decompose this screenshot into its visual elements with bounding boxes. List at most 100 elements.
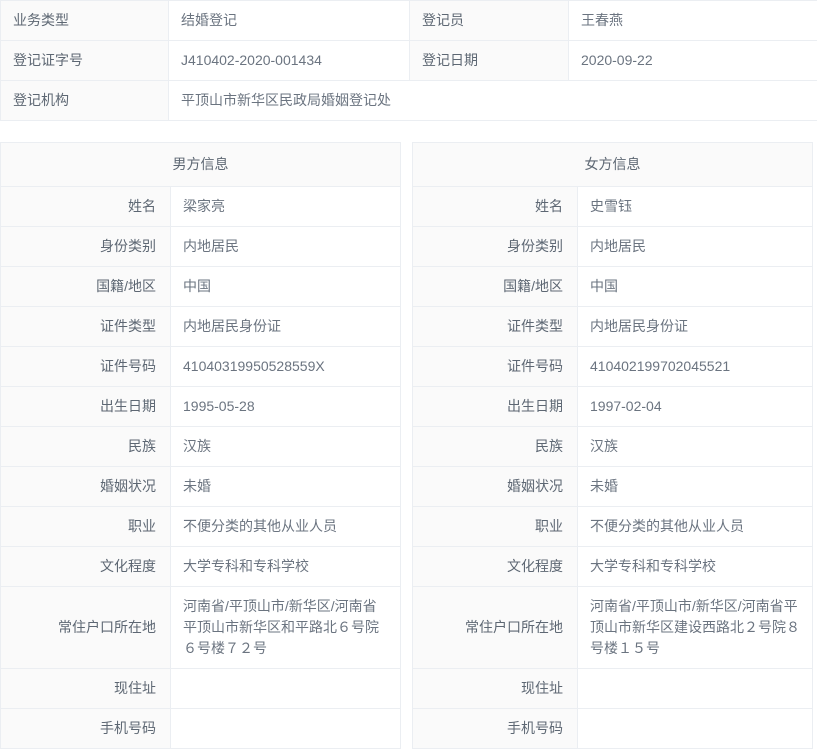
- female-info-column: 女方信息 姓名 史雪钰 身份类别 内地居民 国籍/地区 中国 证件类型 内地居民身份证 …: [412, 142, 813, 749]
- table-row: 登记证字号 J410402-2020-001434 登记日期 2020-09-2…: [0, 40, 817, 81]
- female-ethnicity-label: 民族: [412, 426, 578, 467]
- table-row: 婚姻状况 未婚: [412, 466, 813, 507]
- table-row: 现住址: [0, 668, 401, 709]
- table-row: 国籍/地区 中国: [412, 266, 813, 307]
- male-name-label: 姓名: [0, 186, 171, 227]
- table-row: 证件号码 410402199702045521: [412, 346, 813, 387]
- male-id-type-value: 内地居民身份证: [170, 306, 401, 347]
- table-row: 身份类别 内地居民: [0, 226, 401, 267]
- female-education-label: 文化程度: [412, 546, 578, 587]
- male-name-value: 梁家亮: [170, 186, 401, 227]
- table-row: 文化程度 大学专科和专科学校: [0, 546, 401, 587]
- male-birth-date-label: 出生日期: [0, 386, 171, 427]
- female-occupation-label: 职业: [412, 506, 578, 547]
- female-name-value: 史雪钰: [577, 186, 813, 227]
- table-row: 常住户口所在地 河南省/平顶山市/新华区/河南省平顶山市新华区建设西路北２号院８号…: [412, 586, 813, 669]
- female-phone-value: [577, 708, 813, 749]
- registrar-label: 登记员: [409, 0, 569, 41]
- registration-agency-label: 登记机构: [0, 80, 169, 121]
- table-row: 登记机构 平顶山市新华区民政局婚姻登记处: [0, 80, 817, 121]
- table-header-row: 男方信息: [0, 142, 401, 187]
- male-phone-label: 手机号码: [0, 708, 171, 749]
- female-current-address-label: 现住址: [412, 668, 578, 709]
- female-birth-date-label: 出生日期: [412, 386, 578, 427]
- table-row: 民族 汉族: [0, 426, 401, 467]
- registration-summary-section: 业务类型 结婚登记 登记员 王春燕 登记证字号 J410402-2020-001…: [0, 0, 817, 121]
- female-info-title: 女方信息: [412, 142, 813, 187]
- table-row: 现住址: [412, 668, 813, 709]
- table-row: 业务类型 结婚登记 登记员 王春燕: [0, 0, 817, 41]
- female-id-number-value: 410402199702045521: [577, 346, 813, 387]
- table-row: 手机号码: [412, 708, 813, 749]
- female-info-table: 女方信息 姓名 史雪钰 身份类别 内地居民 国籍/地区 中国 证件类型 内地居民身份证 …: [412, 142, 813, 749]
- male-info-table: 男方信息 姓名 梁家亮 身份类别 内地居民 国籍/地区 中国 证件类型 内地居民身份证 …: [0, 142, 401, 749]
- female-household-address-label: 常住户口所在地: [412, 586, 578, 669]
- male-nationality-label: 国籍/地区: [0, 266, 171, 307]
- registration-summary-table: 业务类型 结婚登记 登记员 王春燕 登记证字号 J410402-2020-001…: [0, 0, 817, 121]
- male-id-number-label: 证件号码: [0, 346, 171, 387]
- table-row: 常住户口所在地 河南省/平顶山市/新华区/河南省平顶山市新华区和平路北６号院６号楼…: [0, 586, 401, 669]
- male-nationality-value: 中国: [170, 266, 401, 307]
- female-marital-status-value: 未婚: [577, 466, 813, 507]
- party-details-section: 男方信息 姓名 梁家亮 身份类别 内地居民 国籍/地区 中国 证件类型 内地居民身份证 …: [0, 142, 817, 749]
- male-identity-type-label: 身份类别: [0, 226, 171, 267]
- male-birth-date-value: 1995-05-28: [170, 386, 401, 427]
- table-row: 文化程度 大学专科和专科学校: [412, 546, 813, 587]
- business-type-value: 结婚登记: [168, 0, 410, 41]
- male-marital-status-label: 婚姻状况: [0, 466, 171, 507]
- table-row: 证件类型 内地居民身份证: [412, 306, 813, 347]
- female-nationality-label: 国籍/地区: [412, 266, 578, 307]
- table-row: 国籍/地区 中国: [0, 266, 401, 307]
- business-type-label: 业务类型: [0, 0, 169, 41]
- male-ethnicity-value: 汉族: [170, 426, 401, 467]
- registration-date-value: 2020-09-22: [568, 40, 817, 81]
- table-row: 姓名 梁家亮: [0, 186, 401, 227]
- table-row: 姓名 史雪钰: [412, 186, 813, 227]
- registration-agency-value: 平顶山市新华区民政局婚姻登记处: [168, 80, 817, 121]
- table-row: 职业 不便分类的其他从业人员: [0, 506, 401, 547]
- female-ethnicity-value: 汉族: [577, 426, 813, 467]
- male-household-address-label: 常住户口所在地: [0, 586, 171, 669]
- table-header-row: 女方信息: [412, 142, 813, 187]
- male-info-title: 男方信息: [0, 142, 401, 187]
- male-education-label: 文化程度: [0, 546, 171, 587]
- table-row: 证件号码 41040319950528559X: [0, 346, 401, 387]
- female-nationality-value: 中国: [577, 266, 813, 307]
- male-identity-type-value: 内地居民: [170, 226, 401, 267]
- male-education-value: 大学专科和专科学校: [170, 546, 401, 587]
- female-birth-date-value: 1997-02-04: [577, 386, 813, 427]
- male-info-column: 男方信息 姓名 梁家亮 身份类别 内地居民 国籍/地区 中国 证件类型 内地居民身份证 …: [0, 142, 401, 749]
- table-row: 出生日期 1995-05-28: [0, 386, 401, 427]
- male-id-type-label: 证件类型: [0, 306, 171, 347]
- table-row: 职业 不便分类的其他从业人员: [412, 506, 813, 547]
- male-occupation-value: 不便分类的其他从业人员: [170, 506, 401, 547]
- female-id-type-label: 证件类型: [412, 306, 578, 347]
- male-occupation-label: 职业: [0, 506, 171, 547]
- table-row: 证件类型 内地居民身份证: [0, 306, 401, 347]
- female-current-address-value: [577, 668, 813, 709]
- male-marital-status-value: 未婚: [170, 466, 401, 507]
- registration-date-label: 登记日期: [409, 40, 569, 81]
- male-household-address-value: 河南省/平顶山市/新华区/河南省平顶山市新华区和平路北６号院６号楼７２号: [170, 586, 401, 669]
- male-current-address-value: [170, 668, 401, 709]
- female-identity-type-label: 身份类别: [412, 226, 578, 267]
- certificate-number-label: 登记证字号: [0, 40, 169, 81]
- female-marital-status-label: 婚姻状况: [412, 466, 578, 507]
- table-row: 手机号码: [0, 708, 401, 749]
- female-phone-label: 手机号码: [412, 708, 578, 749]
- female-id-number-label: 证件号码: [412, 346, 578, 387]
- registrar-value: 王春燕: [568, 0, 817, 41]
- table-row: 身份类别 内地居民: [412, 226, 813, 267]
- female-identity-type-value: 内地居民: [577, 226, 813, 267]
- male-current-address-label: 现住址: [0, 668, 171, 709]
- female-id-type-value: 内地居民身份证: [577, 306, 813, 347]
- female-education-value: 大学专科和专科学校: [577, 546, 813, 587]
- table-row: 民族 汉族: [412, 426, 813, 467]
- male-ethnicity-label: 民族: [0, 426, 171, 467]
- table-row: 出生日期 1997-02-04: [412, 386, 813, 427]
- male-phone-value: [170, 708, 401, 749]
- female-occupation-value: 不便分类的其他从业人员: [577, 506, 813, 547]
- female-household-address-value: 河南省/平顶山市/新华区/河南省平顶山市新华区建设西路北２号院８号楼１５号: [577, 586, 813, 669]
- female-name-label: 姓名: [412, 186, 578, 227]
